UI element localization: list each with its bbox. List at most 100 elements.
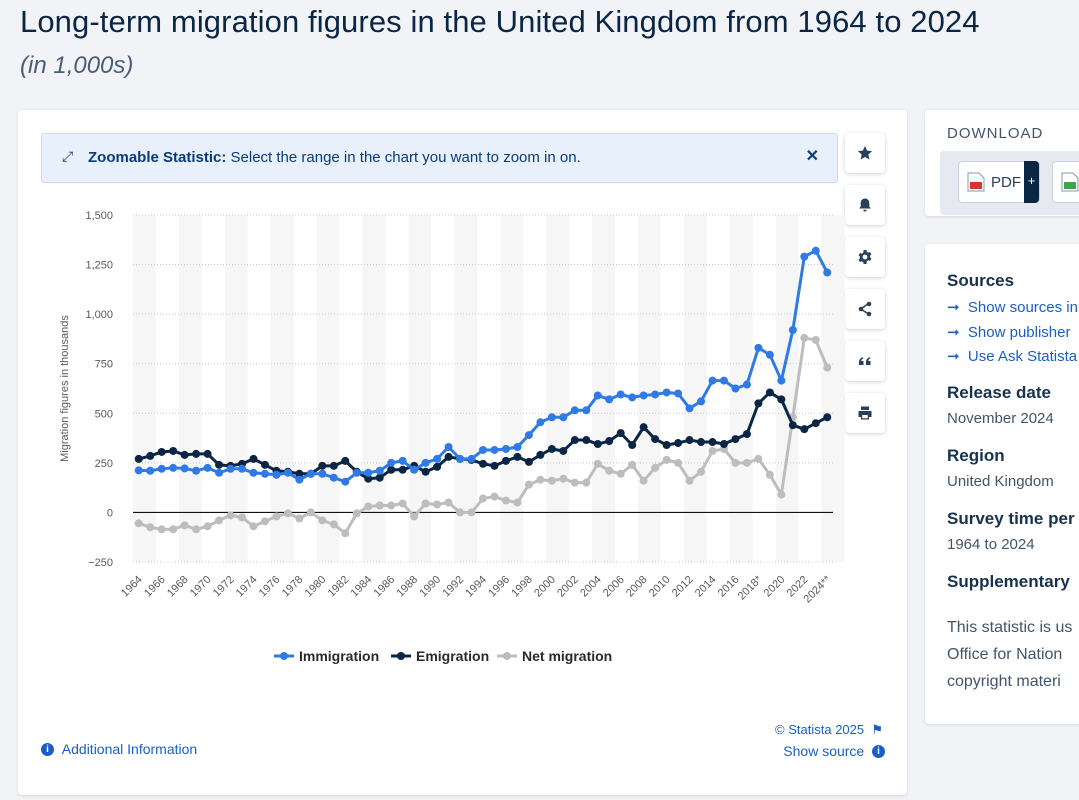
- data-point-immigration: [295, 475, 304, 484]
- data-point-net-migration: [421, 499, 430, 508]
- y-tick-label: 1,000: [85, 309, 113, 321]
- data-point-emigration: [685, 436, 694, 445]
- pdf-options-button[interactable]: +: [1024, 161, 1039, 203]
- data-point-immigration: [238, 464, 247, 473]
- additional-information-link[interactable]: i Additional Information: [41, 741, 197, 757]
- data-point-emigration: [639, 423, 648, 432]
- x-tick-label: 1994: [463, 574, 489, 600]
- data-point-net-migration: [318, 516, 327, 525]
- share-icon: [858, 301, 872, 317]
- data-point-emigration: [444, 452, 453, 461]
- copyright-link[interactable]: © Statista 2025 ⚑: [775, 722, 883, 738]
- data-point-net-migration: [708, 446, 717, 455]
- data-point-immigration: [616, 390, 625, 399]
- x-tick-label: 1968: [165, 574, 191, 600]
- sources-heading: Sources: [947, 271, 1015, 290]
- favorite-button[interactable]: [845, 133, 885, 173]
- data-point-emigration: [318, 461, 327, 470]
- ask-statista-link[interactable]: ➞ Use Ask Statista: [947, 347, 1077, 365]
- data-point-net-migration: [582, 478, 591, 487]
- xls-download-button[interactable]: [1052, 161, 1079, 203]
- survey-period-heading: Survey time per: [947, 509, 1075, 528]
- x-tick-label: 1986: [372, 574, 398, 600]
- description-line: copyright materi: [947, 673, 1061, 690]
- x-tick-label: 1974: [234, 574, 260, 600]
- data-point-net-migration: [742, 458, 751, 467]
- data-point-emigration: [387, 465, 396, 474]
- data-point-emigration: [490, 461, 499, 470]
- data-point-net-migration: [501, 496, 510, 505]
- legend-marker: [397, 652, 405, 660]
- background-band: [546, 215, 570, 562]
- data-point-net-migration: [249, 522, 258, 531]
- data-point-emigration: [708, 438, 717, 447]
- data-point-net-migration: [329, 520, 338, 529]
- data-point-immigration: [364, 468, 373, 477]
- x-tick-label: 1990: [417, 574, 443, 600]
- data-point-net-migration: [410, 512, 419, 521]
- data-point-emigration: [593, 440, 602, 449]
- data-point-net-migration: [295, 514, 304, 523]
- data-point-immigration: [169, 463, 178, 472]
- data-point-net-migration: [146, 523, 155, 532]
- data-point-emigration: [249, 454, 258, 463]
- data-point-net-migration: [674, 458, 683, 467]
- migration-chart[interactable]: −250 0 250 500 750 1,000 1,250 1,500 Migration f…: [18, 110, 907, 795]
- data-point-immigration: [283, 468, 292, 477]
- data-point-immigration: [318, 469, 327, 478]
- data-point-emigration: [146, 451, 155, 460]
- data-point-immigration: [593, 391, 602, 400]
- share-button[interactable]: [845, 289, 885, 329]
- data-point-net-migration: [364, 502, 373, 511]
- print-button[interactable]: [845, 393, 885, 433]
- x-tick-label: 1964: [119, 574, 145, 600]
- background-band: [224, 215, 248, 562]
- show-sources-label: Show sources in: [967, 299, 1078, 316]
- data-point-emigration: [169, 446, 178, 455]
- show-source-link[interactable]: Show source i: [783, 743, 885, 759]
- data-point-net-migration: [490, 492, 499, 501]
- show-publisher-link[interactable]: ➞ Show publisher: [947, 323, 1070, 341]
- description-line: This statistic is us: [947, 619, 1073, 636]
- zoom-banner-message: Select the range in the chart you want t…: [226, 149, 581, 166]
- close-icon[interactable]: ✕: [805, 148, 819, 165]
- pdf-file-icon: [967, 172, 985, 192]
- data-point-emigration: [559, 446, 568, 455]
- arrow-right-icon: ➞: [947, 299, 960, 316]
- data-point-net-migration: [754, 454, 763, 463]
- settings-button[interactable]: [845, 237, 885, 277]
- data-point-immigration: [387, 458, 396, 467]
- zoom-banner: ⤢ Zoomable Statistic: Select the range i…: [41, 133, 838, 183]
- y-tick-label: 1,250: [85, 260, 113, 272]
- data-point-emigration: [180, 450, 189, 459]
- data-point-net-migration: [456, 508, 465, 517]
- data-point-immigration: [547, 413, 556, 422]
- data-point-immigration: [146, 466, 155, 475]
- data-point-immigration: [605, 395, 614, 404]
- data-point-net-migration: [559, 474, 568, 483]
- zoom-banner-label: Zoomable Statistic:: [88, 149, 227, 166]
- data-point-immigration: [375, 466, 384, 475]
- data-point-immigration: [444, 442, 453, 451]
- data-point-net-migration: [570, 478, 579, 487]
- data-point-net-migration: [283, 509, 292, 518]
- x-tick-label: 2010: [647, 574, 673, 600]
- xls-file-icon: [1061, 172, 1079, 192]
- data-point-net-migration: [272, 512, 281, 521]
- x-tick-label: 2002: [555, 574, 581, 600]
- background-band: [637, 215, 661, 562]
- y-tick-label: 750: [95, 359, 113, 371]
- data-point-net-migration: [203, 522, 212, 531]
- arrow-right-icon: ➞: [947, 324, 960, 341]
- x-tick-label: 2018*: [736, 573, 765, 602]
- notification-button[interactable]: [845, 185, 885, 225]
- show-sources-link[interactable]: ➞ Show sources in: [947, 298, 1078, 316]
- data-point-net-migration: [169, 525, 178, 534]
- data-point-immigration: [513, 442, 522, 451]
- x-tick-label: 2004: [578, 574, 604, 600]
- additional-information-label: Additional Information: [61, 741, 198, 757]
- data-point-net-migration: [697, 467, 706, 476]
- data-point-net-migration: [238, 513, 247, 522]
- data-point-emigration: [295, 469, 304, 478]
- cite-button[interactable]: [845, 341, 885, 381]
